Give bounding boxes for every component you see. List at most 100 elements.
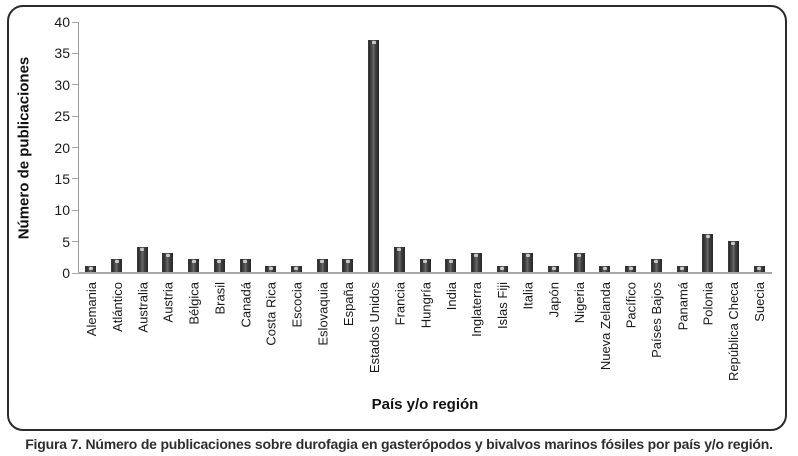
x-tick-label: Australia xyxy=(135,282,151,333)
x-tick-label: India xyxy=(443,282,459,311)
bar-top-highlight xyxy=(140,248,145,251)
bar xyxy=(265,266,277,272)
x-tick-label: República Checa xyxy=(726,282,742,382)
bar xyxy=(85,266,97,272)
y-tick-label: 5 xyxy=(62,233,70,250)
bar xyxy=(368,40,380,272)
bar-top-highlight xyxy=(191,260,196,263)
bar-top-highlight xyxy=(423,260,427,263)
bar-top-highlight xyxy=(577,254,582,257)
x-tick-label: Alemania xyxy=(83,282,99,337)
bar xyxy=(702,234,714,272)
bar xyxy=(445,259,457,272)
y-axis-tick xyxy=(72,21,78,23)
bar-top-highlight xyxy=(680,267,685,270)
bar xyxy=(496,266,508,272)
bar-top-highlight xyxy=(243,260,248,263)
bar xyxy=(548,266,560,272)
y-tick-label: 35 xyxy=(54,45,70,62)
x-tick-label: Panamá xyxy=(675,282,691,331)
y-axis-tick xyxy=(72,147,78,148)
bar xyxy=(676,266,688,272)
x-tick-label: Hungría xyxy=(418,282,433,329)
bar xyxy=(393,247,405,272)
bar-top-highlight xyxy=(757,267,762,270)
bar-top-highlight xyxy=(525,254,530,257)
x-tick-label: Canadá xyxy=(238,282,254,328)
bar-top-highlight xyxy=(731,242,736,245)
bar-top-highlight xyxy=(320,260,325,263)
bar-top-highlight xyxy=(628,267,633,270)
y-tick-label: 20 xyxy=(54,139,70,156)
bar-top-highlight xyxy=(654,260,659,263)
x-tick-label: Atlántico xyxy=(109,282,125,332)
bar xyxy=(188,259,200,272)
y-tick-label: 30 xyxy=(54,76,70,93)
x-tick-label: Suecia xyxy=(752,282,768,322)
x-tick-label: Escocia xyxy=(289,282,305,328)
x-axis-title: País y/o región xyxy=(371,396,479,413)
bar xyxy=(419,259,431,272)
y-axis-tick xyxy=(72,84,78,86)
x-tick-label: España xyxy=(340,282,356,327)
bar xyxy=(316,259,328,272)
y-axis-line xyxy=(77,22,79,273)
bar xyxy=(162,253,174,272)
x-tick-label: Estados Unidos xyxy=(366,282,382,374)
bar-top-highlight xyxy=(551,267,556,270)
bar xyxy=(573,253,585,272)
bar xyxy=(111,259,123,272)
bar-top-highlight xyxy=(217,260,222,263)
y-axis-tick xyxy=(72,52,78,54)
x-tick-label: Países Bajos xyxy=(649,282,665,358)
x-tick-label: Nueva Zelanda xyxy=(597,282,613,371)
bar xyxy=(727,241,739,272)
bar xyxy=(650,259,662,272)
bar xyxy=(213,259,225,272)
y-axis-tick xyxy=(72,241,78,243)
x-tick-label: Brasil xyxy=(212,282,228,315)
bar xyxy=(625,266,637,272)
bar-top-highlight xyxy=(602,267,607,270)
bar xyxy=(753,266,765,272)
y-axis-tick xyxy=(72,178,78,180)
bar xyxy=(470,253,482,272)
y-tick-label: 10 xyxy=(54,202,70,219)
x-tick-label: Austria xyxy=(160,282,176,323)
bar xyxy=(239,259,251,272)
bar-top-highlight xyxy=(500,267,505,270)
bar-top-highlight xyxy=(397,248,402,251)
x-tick-label: Francia xyxy=(392,282,408,326)
x-tick-label: Japón xyxy=(546,282,562,318)
bar-top-highlight xyxy=(474,254,479,257)
y-tick-label: 25 xyxy=(54,108,70,125)
x-tick-label: Eslovaquia xyxy=(315,282,331,346)
bar xyxy=(522,253,534,272)
bar-top-highlight xyxy=(114,260,119,263)
bar-top-highlight xyxy=(448,260,453,263)
bar-top-highlight xyxy=(371,41,376,44)
x-tick-label: Italia xyxy=(520,282,536,310)
figure-caption: Figura 7. Número de publicaciones sobre … xyxy=(25,436,773,452)
y-tick-label: 15 xyxy=(54,170,70,187)
bar-top-highlight xyxy=(345,260,350,263)
bar-top-highlight xyxy=(165,254,170,257)
bar xyxy=(290,266,302,272)
y-tick-label: 0 xyxy=(62,265,70,281)
bar-top-highlight xyxy=(268,267,273,270)
bar xyxy=(599,266,611,272)
x-tick-label: Polonia xyxy=(700,282,716,326)
x-tick-label: Pacífico xyxy=(623,282,639,329)
x-tick-label: Islas Fiji xyxy=(495,282,511,329)
y-axis-tick xyxy=(72,272,78,274)
bar xyxy=(342,259,354,272)
bar-top-highlight xyxy=(88,267,93,270)
x-tick-label: Inglaterra xyxy=(469,282,485,337)
y-axis-tick xyxy=(72,209,78,211)
x-tick-label: Bélgica xyxy=(186,282,202,325)
x-tick-label: Nigeria xyxy=(572,282,588,324)
bar xyxy=(136,247,148,272)
bar-top-highlight xyxy=(294,267,299,270)
chart-frame xyxy=(7,5,787,431)
